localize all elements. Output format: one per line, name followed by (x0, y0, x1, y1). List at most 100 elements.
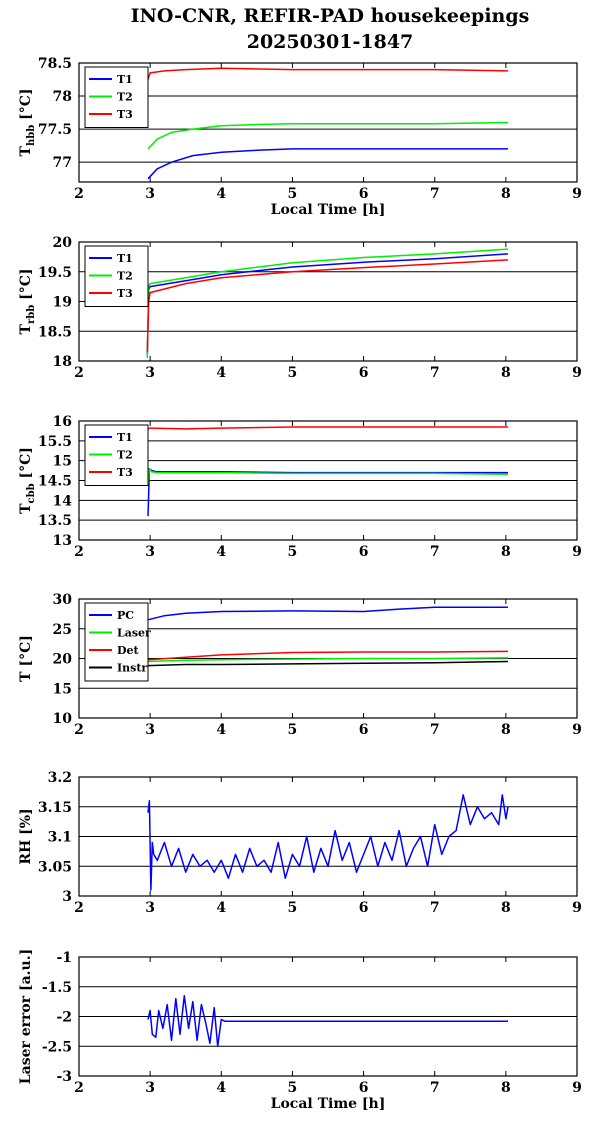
y-tick-label: -1 (56, 950, 72, 966)
y-tick-label: 3 (62, 889, 72, 905)
y-tick-label: 16 (53, 414, 72, 430)
legend-label-t3: T3 (117, 287, 133, 300)
y-tick-label: 25 (53, 622, 72, 638)
x-tick-label: 2 (74, 365, 84, 381)
legend-label-det: Det (117, 644, 140, 657)
x-tick-label: 9 (572, 544, 582, 560)
legend-label-t1: T1 (117, 431, 133, 444)
panel-3: 2 3 4 5 6 7 8 9 13 13.5 14 14.5 15 15.5 16 T1 T2 T3 Tcbb [… (18, 414, 582, 560)
x-tick-label: 9 (572, 722, 582, 738)
x-tick-label: 6 (359, 900, 369, 916)
series-line-t2 (147, 121, 509, 150)
x-tick-label: 2 (74, 722, 84, 738)
x-tick-label: 4 (216, 186, 226, 202)
x-tick-label: 4 (216, 722, 226, 738)
figure-title-line2: 20250301-1847 (247, 31, 414, 53)
x-tick-label: 4 (216, 544, 226, 560)
plot-frame (78, 956, 578, 1077)
y-tick-label: 15 (53, 681, 72, 697)
y-tick-label: 77 (53, 155, 72, 171)
y-tick-label: 18.5 (38, 324, 72, 340)
series-line-t2 (146, 248, 509, 359)
x-tick-label: 7 (430, 186, 440, 202)
legend-label-instr: Instr (117, 662, 147, 675)
x-tick-label: 8 (501, 544, 511, 560)
x-tick-label: 8 (501, 1080, 511, 1096)
x-tick-label: 5 (288, 1080, 298, 1096)
x-tick-label: 5 (288, 722, 298, 738)
x-tick-label: 4 (216, 1080, 226, 1096)
x-tick-label: 5 (288, 186, 298, 202)
x-tick-label: 7 (430, 365, 440, 381)
y-axis-label: Laser error [a.u.] (18, 949, 34, 1084)
y-tick-label: 13 (53, 533, 72, 549)
legend-label-t3: T3 (117, 108, 133, 121)
legend-label-t1: T1 (117, 252, 133, 265)
x-tick-label: 3 (145, 722, 155, 738)
x-tick-label: 7 (430, 722, 440, 738)
series-line-t1 (147, 467, 508, 517)
y-tick-label: 30 (53, 592, 73, 608)
y-tick-label: 20 (53, 652, 73, 668)
x-tick-label: 5 (288, 365, 298, 381)
x-tick-label: 2 (74, 544, 84, 560)
y-tick-label: 3.2 (48, 770, 72, 786)
y-tick-label: 15.5 (38, 434, 72, 450)
x-tick-label: 2 (74, 1080, 84, 1096)
y-axis-label: Trbb [°C] (18, 269, 37, 335)
x-tick-label: 3 (145, 186, 155, 202)
y-tick-label: 15 (53, 454, 72, 470)
y-tick-label: 18 (53, 354, 72, 370)
legend-label-pc: PC (117, 609, 134, 622)
legend-label-t3: T3 (117, 466, 133, 479)
x-tick-label: 9 (572, 1080, 582, 1096)
y-tick-label: 77.5 (38, 122, 72, 138)
y-tick-label: 14 (53, 493, 73, 509)
y-axis-label: Thbb [°C] (18, 89, 37, 157)
series-line-t3 (147, 67, 509, 80)
x-tick-label: 8 (501, 900, 511, 916)
series-line-t3 (146, 259, 509, 353)
y-tick-label: 19.5 (38, 265, 72, 281)
x-tick-label: 8 (501, 722, 511, 738)
series-line-t3 (147, 426, 508, 430)
y-tick-label: -1.5 (42, 980, 72, 996)
x-tick-label: 3 (145, 1080, 155, 1096)
panel-5: 2 3 4 5 6 7 8 933.053.13.153.2RH [%] (18, 770, 582, 916)
x-tick-label: 8 (501, 186, 511, 202)
x-tick-label: 4 (216, 900, 226, 916)
x-tick-label: 4 (216, 365, 226, 381)
legend-label-t2: T2 (117, 449, 133, 462)
x-tick-label: 2 (74, 186, 84, 202)
x-tick-label: 5 (288, 544, 298, 560)
x-tick-label: 3 (145, 365, 155, 381)
x-tick-label: 9 (572, 900, 582, 916)
panel-6: 2 3 4 5 6 7 8 9 -3 -2.5 -2 -1.5 -1 Laser error [a.u.]… (18, 949, 582, 1112)
x-tick-label: 6 (359, 186, 369, 202)
plot-frame (78, 776, 578, 897)
legend-label-t2: T2 (117, 270, 133, 283)
x-tick-label: 6 (359, 1080, 369, 1096)
x-tick-label: 8 (501, 365, 511, 381)
plot-frame (78, 598, 578, 719)
panel-2: 2 3 4 5 6 7 8 9 18 18.5 19 19.5 20 T1 T2 T3 Trbb [°C] (18, 235, 582, 381)
x-tick-label: 3 (145, 544, 155, 560)
series-line-det (147, 650, 509, 661)
plot-frame (78, 241, 578, 362)
y-tick-label: 3.1 (48, 830, 72, 846)
x-tick-label: 5 (288, 900, 298, 916)
series-line-t1 (147, 148, 508, 180)
y-tick-label: 78 (53, 89, 72, 105)
plot-frame (78, 420, 578, 541)
x-tick-label: 7 (430, 900, 440, 916)
x-tick-label: 9 (572, 186, 582, 202)
series-line-laser (147, 657, 509, 663)
x-axis-label: Local Time [h] (271, 1096, 386, 1112)
legend-label-t1: T1 (117, 73, 133, 86)
y-axis-label: RH [%] (18, 808, 34, 864)
y-tick-label: 19 (53, 295, 72, 311)
series-line-1 (147, 794, 509, 891)
